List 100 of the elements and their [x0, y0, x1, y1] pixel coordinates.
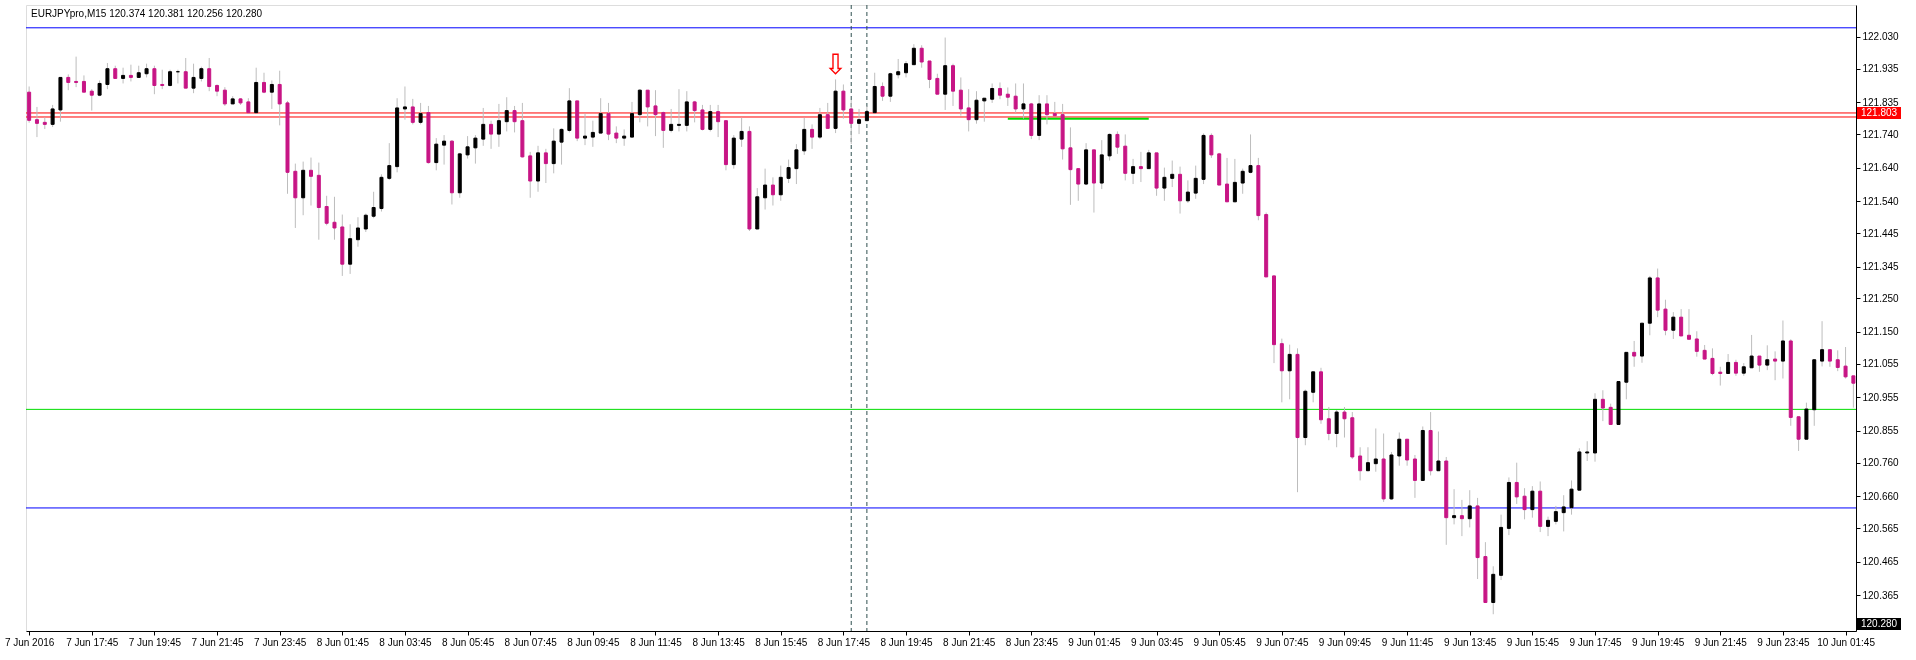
candlestick	[974, 90, 979, 125]
candlestick	[324, 195, 329, 226]
candlestick	[89, 88, 94, 112]
candlestick	[1076, 168, 1081, 202]
candlestick	[966, 88, 971, 132]
candlestick	[1131, 158, 1136, 185]
candlestick	[1162, 167, 1167, 202]
candlestick	[473, 134, 478, 165]
x-tick-label: 9 Jun 07:45	[1256, 636, 1309, 648]
x-tick-label: 9 Jun 11:45	[1381, 636, 1434, 648]
candlestick	[763, 168, 768, 211]
candlestick	[1718, 366, 1723, 387]
x-tick-label: 7 Jun 17:45	[66, 636, 119, 648]
candlestick	[1326, 406, 1331, 441]
x-tick-label: 10 Jun 01:45	[1817, 636, 1876, 648]
candlestick	[1311, 371, 1316, 403]
candlestick	[841, 83, 846, 120]
candlestick	[1835, 349, 1840, 372]
chart-title: EURJPYpro,M15 120.374 120.381 120.256 120.280	[31, 8, 263, 19]
candlestick	[308, 157, 313, 207]
candlestick	[590, 120, 595, 148]
candlestick	[1726, 353, 1731, 374]
candlestick	[598, 97, 603, 134]
candlestick	[653, 89, 658, 137]
y-tick-label: 121.345	[1862, 261, 1900, 273]
candlestick	[700, 104, 705, 131]
candlestick	[418, 102, 423, 125]
y-tick-label: 121.935	[1862, 63, 1900, 75]
candlestick	[1585, 440, 1590, 462]
candlestick	[708, 104, 713, 132]
candlestick	[1170, 160, 1175, 188]
candlestick	[958, 76, 963, 117]
candlestick	[121, 67, 126, 84]
x-tick-label: 9 Jun 13:45	[1444, 636, 1497, 648]
candlestick	[410, 98, 415, 125]
candlestick	[1013, 82, 1018, 114]
candlestick	[880, 81, 885, 102]
candlestick	[630, 101, 634, 138]
candlestick	[1820, 320, 1825, 367]
candlestick	[1209, 132, 1214, 159]
x-tick-label: 8 Jun 23:45	[1005, 636, 1059, 648]
candlestick	[1146, 149, 1151, 170]
x-tick-label: 8 Jun 11:45	[630, 636, 683, 648]
candlestick	[543, 148, 548, 184]
candlestick	[849, 99, 854, 145]
candlestick	[504, 96, 509, 132]
candlestick	[332, 196, 337, 241]
candlestick	[1569, 479, 1574, 516]
candlestick	[1373, 427, 1378, 473]
y-tick-label: 121.250	[1862, 292, 1900, 304]
candlestick	[1459, 499, 1464, 537]
candlestick	[222, 86, 227, 107]
candlestick	[1773, 350, 1778, 381]
y-tick-label: 120.760	[1862, 457, 1900, 469]
candlestick	[810, 123, 815, 150]
x-tick-label: 9 Jun 05:45	[1193, 636, 1247, 648]
candlestick	[269, 79, 274, 110]
candlestick	[997, 81, 1002, 100]
candlestick	[1287, 344, 1292, 400]
x-tick-label: 8 Jun 01:45	[316, 636, 370, 648]
y-tick-label: 120.660	[1862, 490, 1900, 502]
candlestick	[857, 108, 862, 135]
x-tick-label: 8 Jun 03:45	[379, 636, 433, 648]
x-tick-label: 8 Jun 09:45	[567, 636, 620, 648]
candlestick	[1780, 320, 1785, 380]
candlestick	[1632, 340, 1637, 368]
candlestick	[1115, 130, 1120, 155]
candlestick	[888, 72, 893, 103]
candlestick	[207, 57, 212, 92]
x-tick-label: 8 Jun 13:45	[692, 636, 746, 648]
candlestick	[1225, 157, 1230, 203]
y-tick-label: 122.030	[1862, 31, 1900, 43]
candlestick	[1342, 406, 1347, 439]
candlestick	[770, 176, 775, 207]
x-tick-label: 9 Jun 03:45	[1130, 636, 1184, 648]
candlestick	[1796, 416, 1801, 452]
candlestick	[1452, 488, 1457, 525]
candlestick	[1005, 86, 1010, 107]
candlestick	[1671, 311, 1676, 340]
candlestick	[1530, 485, 1535, 519]
x-tick-label: 9 Jun 17:45	[1569, 636, 1623, 648]
candlestick	[1365, 446, 1370, 472]
candlestick	[481, 107, 486, 147]
candlestick	[669, 108, 674, 133]
candlestick	[1514, 462, 1519, 505]
x-tick-label: 9 Jun 21:45	[1694, 636, 1748, 648]
candlestick	[802, 117, 807, 156]
candlestick	[1546, 516, 1551, 537]
candlestick	[1561, 494, 1566, 532]
candlestick	[34, 106, 39, 138]
candlestick	[128, 64, 133, 82]
x-tick-label: 9 Jun 19:45	[1632, 636, 1685, 648]
candlestick	[1248, 133, 1253, 174]
candlestick	[896, 58, 901, 79]
candlestick	[645, 89, 650, 127]
candlestick	[583, 113, 588, 146]
candlestick	[1765, 344, 1770, 371]
candlestick	[489, 120, 494, 150]
candlestick	[152, 65, 157, 95]
candlestick	[1686, 308, 1691, 340]
